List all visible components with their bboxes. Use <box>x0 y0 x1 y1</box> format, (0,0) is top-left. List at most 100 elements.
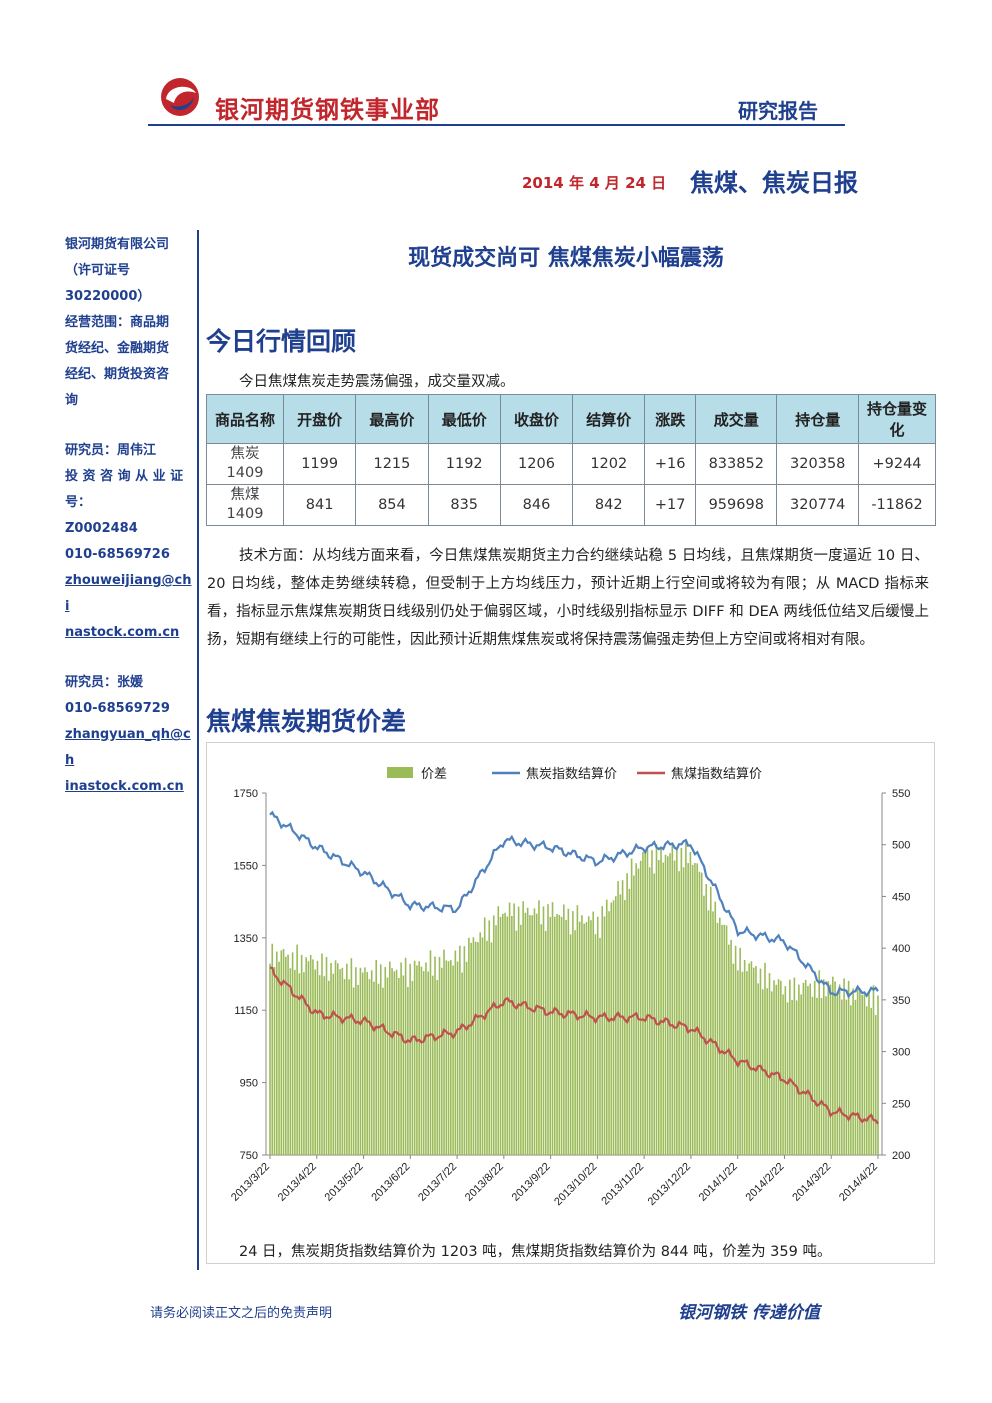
spread-bar <box>682 867 685 1155</box>
spread-bar <box>838 984 841 1155</box>
spread-bar <box>755 965 757 1155</box>
spread-bar <box>307 961 310 1155</box>
spread-bar <box>694 862 696 1155</box>
spread-bar <box>743 960 746 1155</box>
company-info: 银河期货有限公司 （许可证号 30220000） 经营范围：商品期 货经纪、金融… <box>65 232 193 414</box>
spread-bar <box>603 916 606 1155</box>
spread-bar <box>282 948 285 1155</box>
spread-bar <box>547 904 549 1155</box>
spread-bar <box>513 903 515 1155</box>
spread-bar <box>398 977 400 1155</box>
spread-bar <box>596 916 599 1155</box>
spread-bar <box>370 970 373 1155</box>
spread-bar <box>872 985 875 1155</box>
spread-bar <box>685 841 687 1155</box>
column-header: 成交量 <box>695 394 778 444</box>
report-name: 焦煤、焦炭日报 <box>690 169 858 197</box>
spread-bar <box>490 942 493 1155</box>
spread-bar <box>642 852 644 1155</box>
email-line[interactable]: nastock.com.cn <box>65 625 180 640</box>
spread-bar <box>845 999 848 1155</box>
spread-bar <box>377 983 380 1155</box>
table-cell: 835 <box>427 484 501 526</box>
spread-bar <box>411 980 414 1155</box>
spread-bar <box>764 962 766 1155</box>
table-cell: 1199 <box>282 443 357 485</box>
spread-bar <box>648 867 651 1155</box>
spread-bar <box>757 983 760 1155</box>
chart-frame: 750 950 1150 1350 1550 1750 200 250 300 350 400 450… <box>206 742 935 1264</box>
spread-bar <box>780 980 782 1155</box>
spread-bar <box>348 979 350 1155</box>
spread-bar <box>386 977 389 1155</box>
spread-bar <box>495 925 497 1155</box>
market-intro: 今日焦煤焦炭走势震荡偏强，成交量双减。 <box>239 374 515 390</box>
spread-bar <box>637 868 640 1155</box>
spread-bar <box>391 968 393 1155</box>
table-cell: 1202 <box>572 443 646 485</box>
spread-bar <box>585 922 588 1155</box>
researcher-2-email[interactable]: zhangyuan_qh@ch inastock.com.cn <box>65 722 193 800</box>
x-tick-label: 2013/6/22 <box>369 1161 412 1204</box>
spread-bar <box>350 958 353 1155</box>
spread-bar <box>454 950 457 1155</box>
spread-bar <box>294 969 296 1155</box>
spread-bar <box>628 888 631 1155</box>
spread-bar <box>373 981 375 1155</box>
right-tick-label: 200 <box>892 1150 910 1162</box>
header-divider <box>148 124 845 126</box>
spread-bar <box>664 854 667 1155</box>
sidebar: 银河期货有限公司 （许可证号 30220000） 经营范围：商品期 货经纪、金融… <box>65 232 193 800</box>
spread-bar <box>447 961 450 1155</box>
spread-bar <box>361 972 364 1155</box>
table-cell: 959698 <box>695 484 778 526</box>
spread-bar <box>472 937 475 1155</box>
spread-bar <box>617 881 619 1155</box>
left-tick-label: 1350 <box>234 933 258 945</box>
spread-bar <box>831 976 834 1155</box>
spread-bar <box>429 950 432 1155</box>
spread-bar <box>646 847 649 1155</box>
spread-bar <box>529 915 531 1155</box>
spread-bar <box>608 911 610 1155</box>
spread-bar <box>861 994 863 1155</box>
spread-bar <box>508 902 511 1155</box>
spread-bar <box>718 917 721 1155</box>
spread-bar <box>511 916 513 1155</box>
spread-bar <box>531 915 533 1155</box>
spread-bar <box>445 960 448 1155</box>
spread-bar <box>275 951 278 1155</box>
spread-bar <box>581 915 583 1155</box>
spread-bar <box>601 906 604 1155</box>
spread-bar <box>492 915 495 1155</box>
spread-bar <box>809 983 811 1155</box>
spread-bar <box>287 954 289 1155</box>
spread-bar <box>533 908 536 1155</box>
spread-bar <box>425 962 427 1155</box>
column-header: 持仓量变化 <box>858 394 936 444</box>
email-line[interactable]: inastock.com.cn <box>65 779 184 794</box>
x-tick-label: 2013/7/22 <box>416 1161 459 1204</box>
spread-bar <box>599 937 601 1155</box>
x-tick-label: 2013/5/22 <box>323 1161 366 1204</box>
email-line[interactable]: zhouweijiang@chi <box>65 573 192 614</box>
left-tick-label: 950 <box>240 1078 258 1090</box>
spread-bar <box>388 961 391 1155</box>
right-tick-label: 500 <box>892 840 910 852</box>
spread-bar <box>379 964 382 1155</box>
x-tick-label: 2013/4/22 <box>276 1161 319 1204</box>
table-cell: 842 <box>572 484 646 526</box>
spread-bar <box>714 901 717 1155</box>
spread-bar <box>716 922 719 1155</box>
spread-bar <box>662 862 665 1155</box>
spread-bar <box>375 959 378 1155</box>
spread-bar <box>296 944 298 1155</box>
spread-bar <box>316 960 319 1155</box>
spread-bar <box>395 969 398 1155</box>
researcher-1-email[interactable]: zhouweijiang@chi nastock.com.cn <box>65 568 193 646</box>
spread-bar <box>477 942 479 1155</box>
spread-bar <box>312 959 314 1155</box>
email-line[interactable]: zhangyuan_qh@ch <box>65 727 191 768</box>
spread-bar <box>784 986 787 1155</box>
spread-bar <box>504 912 506 1155</box>
